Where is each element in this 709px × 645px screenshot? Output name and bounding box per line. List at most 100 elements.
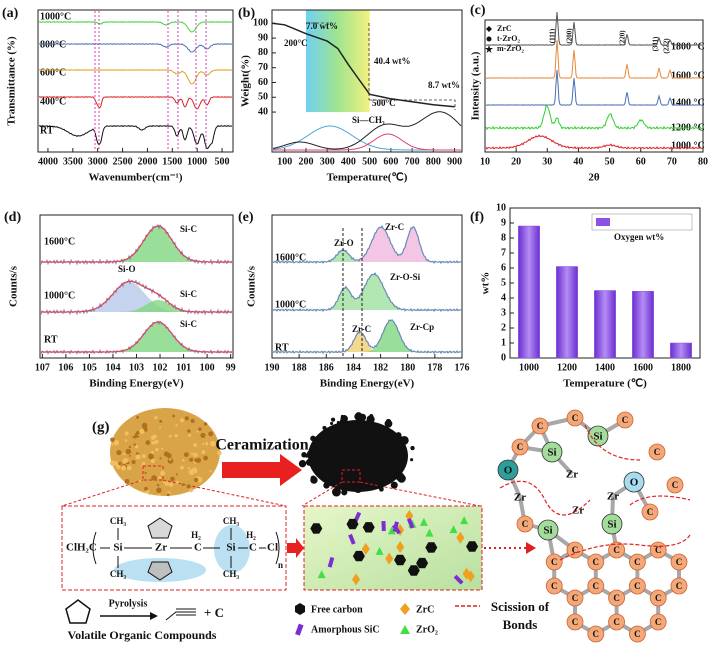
legend-symbol [486,36,492,42]
peak-label: Si-C [180,319,197,329]
peak-label: Si-C [180,289,197,299]
legend-symbol [295,623,304,636]
carbon [407,565,420,576]
speckle [156,487,162,493]
speckle [200,432,206,438]
x-tick-label: 100 [200,362,215,373]
atom-label: C [572,413,579,423]
zrc [456,531,465,544]
atom-label: Si [593,431,602,443]
x-axis-label: Wavenumber(cm⁻¹) [88,172,182,184]
speckle [309,457,319,467]
x-tick-label: 200 [298,156,313,167]
atom [649,613,667,631]
temperature-band [305,10,370,113]
speckle [122,452,126,456]
annotation: 8.7 wt% [428,80,460,90]
atom-label: C [551,581,558,591]
speckle [181,458,185,462]
atom [587,553,605,571]
zrc [361,542,370,555]
legend-swatch [596,218,610,226]
atom-label: C [572,617,579,627]
legend-symbol [295,603,305,615]
speckle [141,461,146,466]
atom [566,589,584,607]
zro2 [387,526,396,535]
arrow-head [150,612,158,620]
atom-label: C [634,581,641,591]
curve-label: RT [40,125,54,136]
atom-label: Zr [514,492,526,504]
speckle [144,471,147,475]
formula-text: H₂ [246,530,256,540]
speckle [175,480,179,485]
atom-label: C [572,545,579,555]
speckle [109,460,116,466]
panel-label: (c) [470,3,486,18]
speckle [128,454,131,457]
speckle [322,425,327,430]
speckle [314,439,323,448]
arrow [222,454,302,486]
speckle [135,444,139,449]
speckle [124,431,129,436]
y-tick-label: 9 [501,217,506,228]
atom-label: O [630,477,639,489]
speckle [136,430,140,435]
speckle [398,449,403,453]
speckle [154,439,159,444]
speckle [162,481,166,484]
curve-label: 1000°C [44,290,75,301]
cp-ring [147,517,173,539]
panel-label: (f) [470,210,484,225]
speckle [122,458,129,464]
formula-text: CH₃ [223,516,240,526]
atom-label: C [655,617,662,627]
atom [587,425,609,447]
atom-label: C [551,557,558,567]
speckle [332,477,340,485]
main-layer: (a)Wavenumber(cm⁻¹)Transmittance (%)4000… [2,3,708,389]
x-tick-label: 101 [176,362,191,373]
speckle [128,445,132,449]
x-tick-label: 100 [277,156,292,167]
formula-text: H₂ [191,530,201,540]
spectrum-curve [41,321,232,353]
sic [381,520,386,532]
atom-label: C [655,545,662,555]
x-tick-label: 500 [362,156,377,167]
y-tick-label: 8 [501,232,506,243]
speckle [301,452,307,458]
legend-symbol [400,603,410,615]
sic [348,533,356,545]
carbon [362,522,375,533]
speckle [144,486,148,491]
x-tick-label: 20 [511,156,521,167]
speckle [159,457,162,460]
cp-molecule [65,599,91,624]
speckle [169,458,172,461]
x-axis-label: Binding Energy(eV) [320,378,415,390]
legend-label: m-ZrO₂ [497,44,524,53]
carbon [466,541,479,552]
scission-label: Bonds [503,617,538,632]
x-tick-label: 30 [542,156,552,167]
x-tick-label: 106 [58,362,73,373]
x-tick-label: 400 [341,156,356,167]
bracket [92,531,280,565]
legend-label: Free carbon [311,604,363,615]
curve-label: 1400 °C [671,97,705,108]
speckle [113,440,119,446]
speckle [125,462,128,465]
bond [100,528,266,568]
formula-text: C [194,542,202,554]
speckle [306,449,315,458]
spectrum-curve [41,300,232,312]
speckle [132,435,135,439]
arrow-head [526,542,536,554]
y-tick-label: 7 [501,247,506,258]
speckle [298,459,307,468]
speckle [191,467,198,473]
atom [545,577,563,595]
